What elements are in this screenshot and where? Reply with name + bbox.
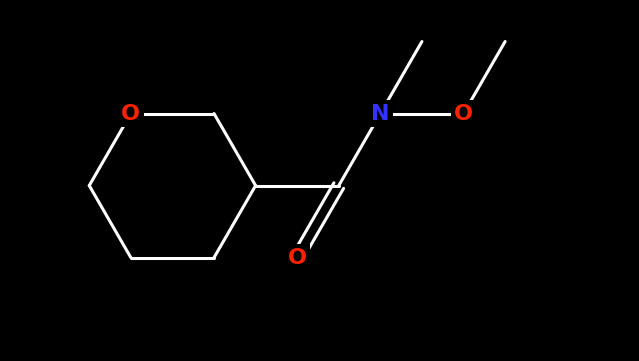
Text: O: O xyxy=(454,104,473,123)
Text: O: O xyxy=(288,248,307,268)
Text: O: O xyxy=(121,104,141,123)
Text: N: N xyxy=(371,104,390,123)
